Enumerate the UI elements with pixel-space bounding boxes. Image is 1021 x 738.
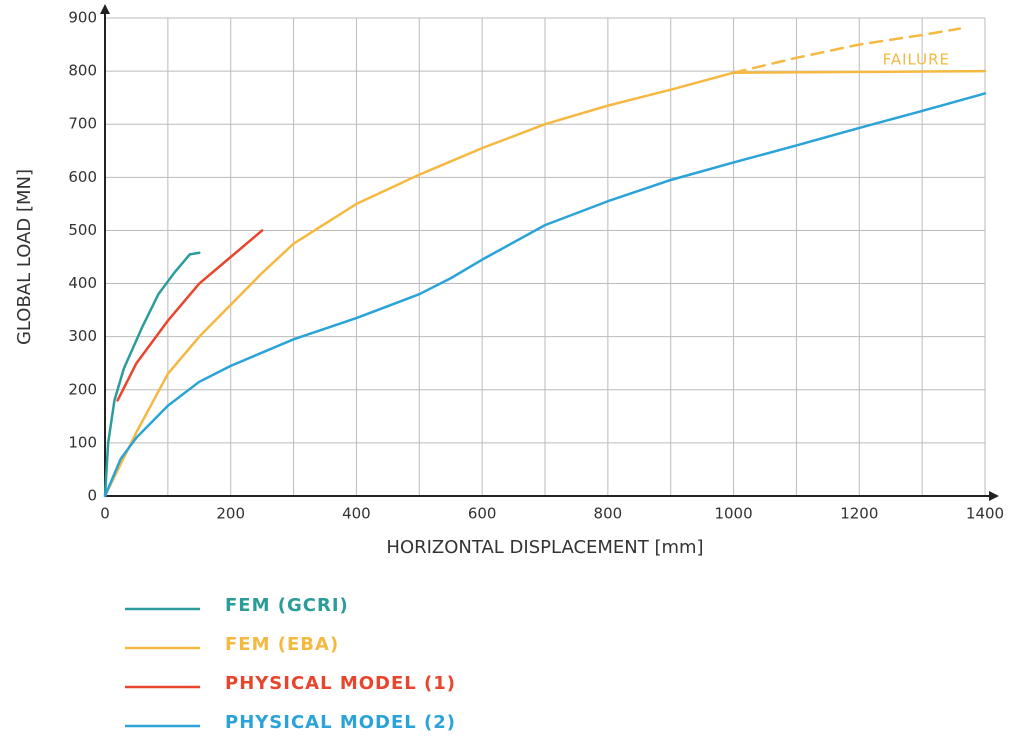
y-axis-label: GLOBAL LOAD [MN] [14,169,35,345]
y-tick-label: 700 [68,115,97,133]
legend-label: FEM (GCRI) [225,595,349,616]
x-tick-label: 800 [594,505,623,523]
y-tick-label: 400 [68,274,97,292]
series-line [103,251,201,498]
x-tick-label: 0 [100,505,110,523]
series-line [103,69,987,498]
series-line [116,229,264,402]
x-axis-arrow [989,491,999,501]
y-tick-label: 100 [68,433,97,451]
failure-label: FAILURE [883,51,950,69]
x-tick-label: 1400 [966,505,1004,523]
series-line [103,92,987,498]
x-tick-label: 600 [468,505,497,523]
x-tick-label: 200 [216,505,245,523]
x-tick-label: 1000 [714,505,752,523]
y-tick-label: 800 [68,62,97,80]
y-tick-label: 300 [68,327,97,345]
y-tick-label: 0 [87,487,97,505]
failure-line [732,27,962,74]
y-tick-label: 500 [68,221,97,239]
x-tick-label: 1200 [840,505,878,523]
y-tick-label: 900 [68,9,97,27]
x-axis-label: HORIZONTAL DISPLACEMENT [mm] [386,537,703,558]
y-axis-arrow [100,4,110,14]
y-tick-label: 600 [68,168,97,186]
legend-label: FEM (EBA) [225,634,339,655]
x-tick-label: 400 [342,505,371,523]
legend-label: PHYSICAL MODEL (1) [225,673,456,694]
y-tick-label: 200 [68,380,97,398]
legend-label: PHYSICAL MODEL (2) [225,712,456,733]
